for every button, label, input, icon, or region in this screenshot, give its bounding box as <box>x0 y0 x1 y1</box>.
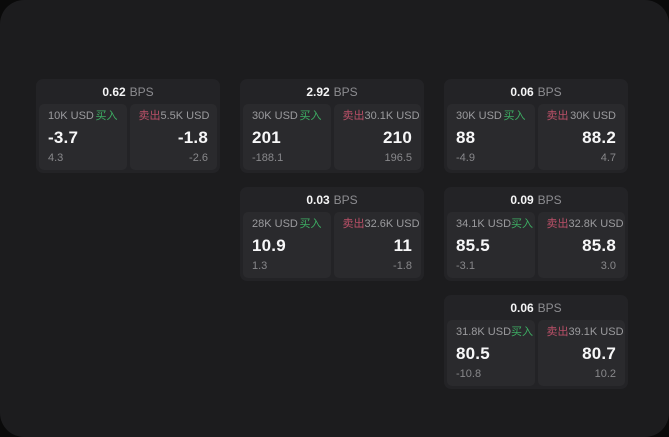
change-value: -10.8 <box>456 368 482 380</box>
buy-side-label: 买入 <box>503 110 526 122</box>
sell-side-label: 卖出 <box>546 218 569 230</box>
change-value: -2.6 <box>189 152 208 164</box>
quote-card: 0.03 BPS 28K USD 买入 10.9 1.3 卖出 32.6K US… <box>240 187 424 281</box>
buy-tile[interactable]: 34.1K USD 买入 85.5 -3.1 <box>447 212 535 278</box>
price-value: -1.8 <box>177 128 208 147</box>
notional-label: 5.5K USD <box>160 110 210 122</box>
bps-header: 0.03 BPS <box>243 187 421 212</box>
bps-unit-label: BPS <box>537 192 562 207</box>
change-value: 4.3 <box>48 152 64 164</box>
buy-side-label: 买入 <box>299 218 322 230</box>
bps-header: 0.09 BPS <box>447 187 625 212</box>
price-value: 80.7 <box>582 344 616 363</box>
buy-side-label: 买入 <box>299 110 322 122</box>
quote-card: 2.92 BPS 30K USD 买入 201 -188.1 卖出 30.1K … <box>240 79 424 173</box>
notional-label: 30K USD <box>252 110 298 122</box>
notional-label: 30.1K USD <box>364 110 420 122</box>
bps-value: 0.03 <box>306 192 330 207</box>
buy-side-label: 买入 <box>511 326 534 338</box>
bps-unit-label: BPS <box>129 84 154 99</box>
bps-unit-label: BPS <box>333 84 358 99</box>
change-value: 196.5 <box>384 152 412 164</box>
change-value: -3.1 <box>456 260 475 272</box>
quote-card: 0.06 BPS 31.8K USD 买入 80.5 -10.8 卖出 39.1… <box>444 295 628 389</box>
change-value: -1.8 <box>393 260 412 272</box>
notional-label: 30K USD <box>456 110 502 122</box>
price-value: -3.7 <box>48 128 79 147</box>
notional-label: 31.8K USD <box>456 326 512 338</box>
price-value: 80.5 <box>456 344 490 363</box>
sell-tile[interactable]: 卖出 32.6K USD 11 -1.8 <box>333 212 421 278</box>
price-value: 85.5 <box>456 236 490 255</box>
bps-header: 0.06 BPS <box>447 295 625 320</box>
bps-value: 0.09 <box>510 192 534 207</box>
buy-tile[interactable]: 31.8K USD 买入 80.5 -10.8 <box>447 320 535 386</box>
notional-label: 32.6K USD <box>364 218 420 230</box>
sell-side-label: 卖出 <box>342 218 365 230</box>
bps-value: 2.92 <box>306 84 330 99</box>
price-value: 88.2 <box>582 128 616 147</box>
change-value: -188.1 <box>252 152 284 164</box>
sell-side-label: 卖出 <box>138 110 161 122</box>
notional-label: 39.1K USD <box>568 326 624 338</box>
buy-tile[interactable]: 30K USD 买入 201 -188.1 <box>243 104 331 170</box>
buy-side-label: 买入 <box>95 110 118 122</box>
bps-header: 0.62 BPS <box>39 79 217 104</box>
sell-tile[interactable]: 卖出 39.1K USD 80.7 10.2 <box>537 320 625 386</box>
notional-label: 34.1K USD <box>456 218 512 230</box>
bps-value: 0.06 <box>510 84 534 99</box>
change-value: 10.2 <box>594 368 616 380</box>
sell-tile[interactable]: 卖出 30K USD 88.2 4.7 <box>537 104 625 170</box>
sell-tile[interactable]: 卖出 5.5K USD -1.8 -2.6 <box>129 104 217 170</box>
quote-card: 0.06 BPS 30K USD 买入 88 -4.9 卖出 30K USD 8… <box>444 79 628 173</box>
quote-card: 0.09 BPS 34.1K USD 买入 85.5 -3.1 卖出 32.8K… <box>444 187 628 281</box>
sell-tile[interactable]: 卖出 30.1K USD 210 196.5 <box>333 104 421 170</box>
sell-side-label: 卖出 <box>546 326 569 338</box>
bps-unit-label: BPS <box>333 192 358 207</box>
buy-tile[interactable]: 30K USD 买入 88 -4.9 <box>447 104 535 170</box>
notional-label: 10K USD <box>48 110 94 122</box>
bps-unit-label: BPS <box>537 84 562 99</box>
buy-tile[interactable]: 10K USD 买入 -3.7 4.3 <box>39 104 127 170</box>
notional-label: 28K USD <box>252 218 298 230</box>
change-value: 4.7 <box>600 152 616 164</box>
price-value: 88 <box>456 128 476 147</box>
price-value: 85.8 <box>582 236 616 255</box>
price-value: 10.9 <box>252 236 286 255</box>
notional-label: 30K USD <box>570 110 616 122</box>
price-value: 210 <box>383 128 412 147</box>
change-value: 3.0 <box>600 260 616 272</box>
bps-header: 2.92 BPS <box>243 79 421 104</box>
change-value: 1.3 <box>252 260 268 272</box>
price-value: 11 <box>393 236 412 255</box>
quote-card: 0.62 BPS 10K USD 买入 -3.7 4.3 卖出 5.5K USD… <box>36 79 220 173</box>
price-value: 201 <box>252 128 281 147</box>
bps-header: 0.06 BPS <box>447 79 625 104</box>
bps-unit-label: BPS <box>537 300 562 315</box>
sell-tile[interactable]: 卖出 32.8K USD 85.8 3.0 <box>537 212 625 278</box>
bps-value: 0.62 <box>102 84 126 99</box>
sell-side-label: 卖出 <box>342 110 365 122</box>
notional-label: 32.8K USD <box>568 218 624 230</box>
bps-value: 0.06 <box>510 300 534 315</box>
change-value: -4.9 <box>456 152 475 164</box>
sell-side-label: 卖出 <box>546 110 569 122</box>
buy-tile[interactable]: 28K USD 买入 10.9 1.3 <box>243 212 331 278</box>
buy-side-label: 买入 <box>511 218 534 230</box>
